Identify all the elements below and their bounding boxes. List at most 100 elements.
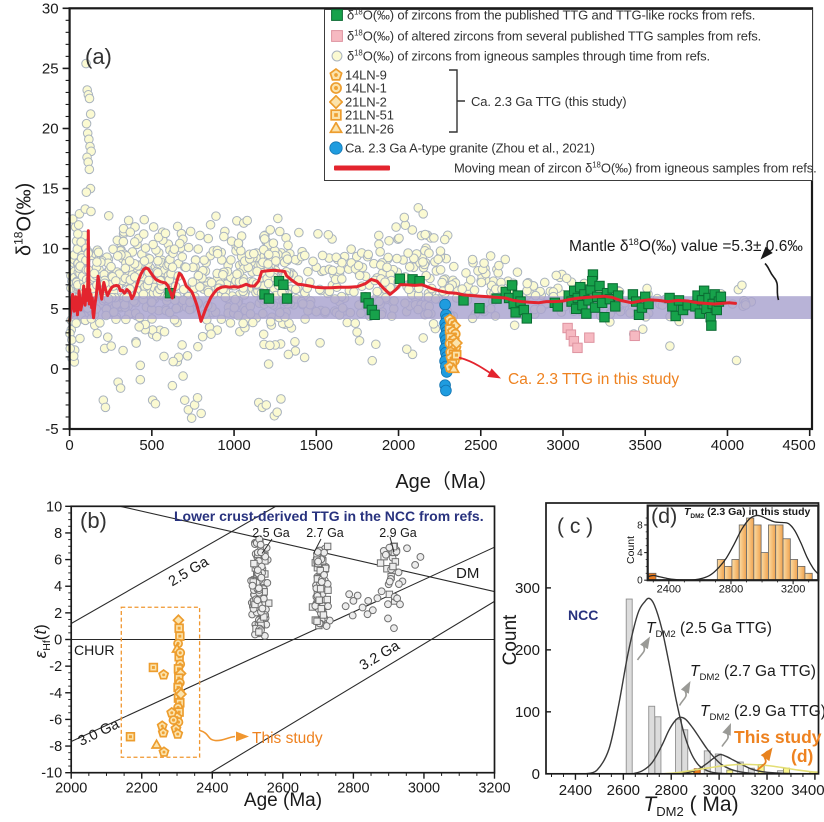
ref-circle-marker	[354, 335, 365, 346]
panel-a-label: (a)	[85, 44, 112, 69]
ref-circle-marker	[282, 254, 293, 264]
tick-label-d-x: 3200	[781, 584, 805, 596]
triangle-marker	[329, 121, 343, 133]
tick-label-b-y: 2	[54, 606, 62, 622]
ref-circle-marker	[206, 329, 216, 339]
tick-label-c-x: 2400	[559, 782, 592, 799]
gray-square-marker	[319, 611, 328, 619]
pink-square-marker	[584, 332, 595, 343]
study-annotation-a: Ca. 2.3 TTG in this study	[508, 371, 680, 388]
tick-label-a-x: 3000	[546, 437, 579, 454]
ref-circle-marker	[336, 274, 347, 284]
ref-circle-marker	[551, 270, 562, 281]
ref-circle-marker	[737, 280, 747, 291]
ref-circle-marker	[337, 257, 347, 268]
panel-c-label: ( c )	[557, 515, 594, 538]
ref-circle-marker	[401, 344, 412, 354]
gray-square-marker	[316, 585, 325, 593]
ref-circle-marker	[76, 237, 86, 247]
ref-circle-marker	[272, 407, 282, 417]
tick-label-d-y: 8	[637, 520, 643, 531]
ref-circle-marker	[206, 277, 217, 288]
ref-circle-marker	[299, 352, 310, 363]
ref-circle-marker	[225, 318, 236, 328]
ref-circle-marker	[135, 374, 146, 385]
tick-label-a-y: 10	[42, 241, 59, 258]
ref-circle-marker	[233, 238, 244, 248]
diamond-icon	[329, 94, 343, 109]
tick-label-a-y: 30	[42, 0, 59, 17]
blue-circle-icon	[329, 141, 343, 155]
tick-label-b-x: 3000	[408, 781, 440, 797]
ref-circle-marker	[290, 337, 300, 347]
ref-circle-marker	[353, 260, 364, 271]
tick-label-b-y: 4	[54, 579, 62, 595]
red-line-icon	[334, 165, 390, 170]
ref-circle-marker	[167, 262, 178, 273]
gray-square-marker	[317, 605, 325, 613]
green-square-marker	[607, 283, 618, 294]
legend-granite-label: Ca. 2.3 Ga A-type granite (Zhou et al., …	[345, 140, 595, 156]
ref-circle-marker	[407, 225, 418, 235]
ref-circle-marker	[439, 234, 450, 245]
ref-circle-marker	[153, 256, 163, 266]
gray-circle-marker	[258, 604, 267, 613]
gray-circle-marker	[368, 606, 377, 615]
panel-a-plot: 0 500 1000 1500 2000 2500 3000 3500 4000 4500 -5 0 5…	[42, 0, 816, 454]
ref-circle-marker	[75, 333, 85, 344]
ref-circle-marker	[512, 267, 523, 277]
gray-circle-marker	[348, 611, 357, 620]
ref-circle-marker	[428, 319, 439, 329]
tick-label-b-y: 6	[54, 553, 62, 569]
ref-circle-marker	[637, 324, 648, 335]
ref-circle-marker	[259, 234, 270, 244]
ref-circle-marker	[106, 341, 117, 351]
triangle-marker	[447, 362, 461, 374]
legend-sample-label: 21LN-51	[345, 107, 394, 123]
ref-circle-marker	[219, 231, 229, 242]
gray-square-marker	[250, 559, 258, 568]
ref-circle-marker	[193, 341, 203, 352]
gray-circle-marker	[257, 573, 266, 582]
ref-circle-marker	[68, 351, 79, 361]
green-square-marker	[599, 312, 610, 323]
tick-label-b-y: 0	[54, 633, 62, 649]
gray-circle-marker	[364, 596, 373, 605]
ref-circle-marker	[148, 222, 159, 232]
gray-circle-marker	[349, 596, 358, 605]
ref-circle-marker	[469, 285, 480, 295]
gray-circle-marker	[257, 548, 265, 557]
gray-circle-marker	[411, 561, 420, 569]
tick-label-b-y: -10	[41, 766, 62, 782]
gray-square-marker	[323, 542, 332, 551]
ref-circle-marker	[384, 235, 394, 246]
panel-a-frame	[68, 7, 814, 431]
tick-label-b-x: 2400	[196, 781, 228, 797]
ref-circle-marker	[203, 233, 214, 244]
gray-square-marker	[255, 628, 263, 636]
gray-circle-marker	[395, 580, 403, 588]
tick-label-a-y: 0	[50, 361, 58, 378]
ref-circle-marker	[179, 395, 190, 405]
ref-circle-marker	[263, 249, 274, 260]
gray-circle-marker	[260, 632, 269, 640]
legend-sample-label: 14LN-1	[345, 80, 387, 96]
ref-circle-marker	[199, 255, 209, 265]
ref-circle-marker	[182, 350, 193, 361]
ref-circle-marker	[211, 211, 221, 221]
panel-d-ticks	[644, 517, 810, 585]
ref-circle-marker	[118, 345, 128, 356]
ref-circle-marker	[522, 278, 532, 289]
mantle-annotation: Mantle δ18O(‰) value =5.3± 0.6‰	[569, 237, 803, 256]
ref-circle-marker	[150, 398, 161, 409]
ref-circle-marker	[185, 226, 196, 237]
square-icon	[330, 109, 342, 121]
ref-circle-marker	[177, 252, 188, 262]
line-DM	[120, 506, 495, 593]
ref-circle-marker	[118, 236, 129, 247]
panel-c-tick-labels: 2400 2600 2800 3000 3200 3400 0 100 200 300	[515, 580, 824, 799]
panel-b-tick-labels: 2000 2200 2400 2600 2800 3000 3200 -10 -8 -6 -4 -2 0…	[41, 499, 510, 796]
ref-circle-marker	[299, 250, 310, 261]
pink-square-marker	[629, 330, 640, 342]
ref-circle-marker	[391, 222, 401, 232]
